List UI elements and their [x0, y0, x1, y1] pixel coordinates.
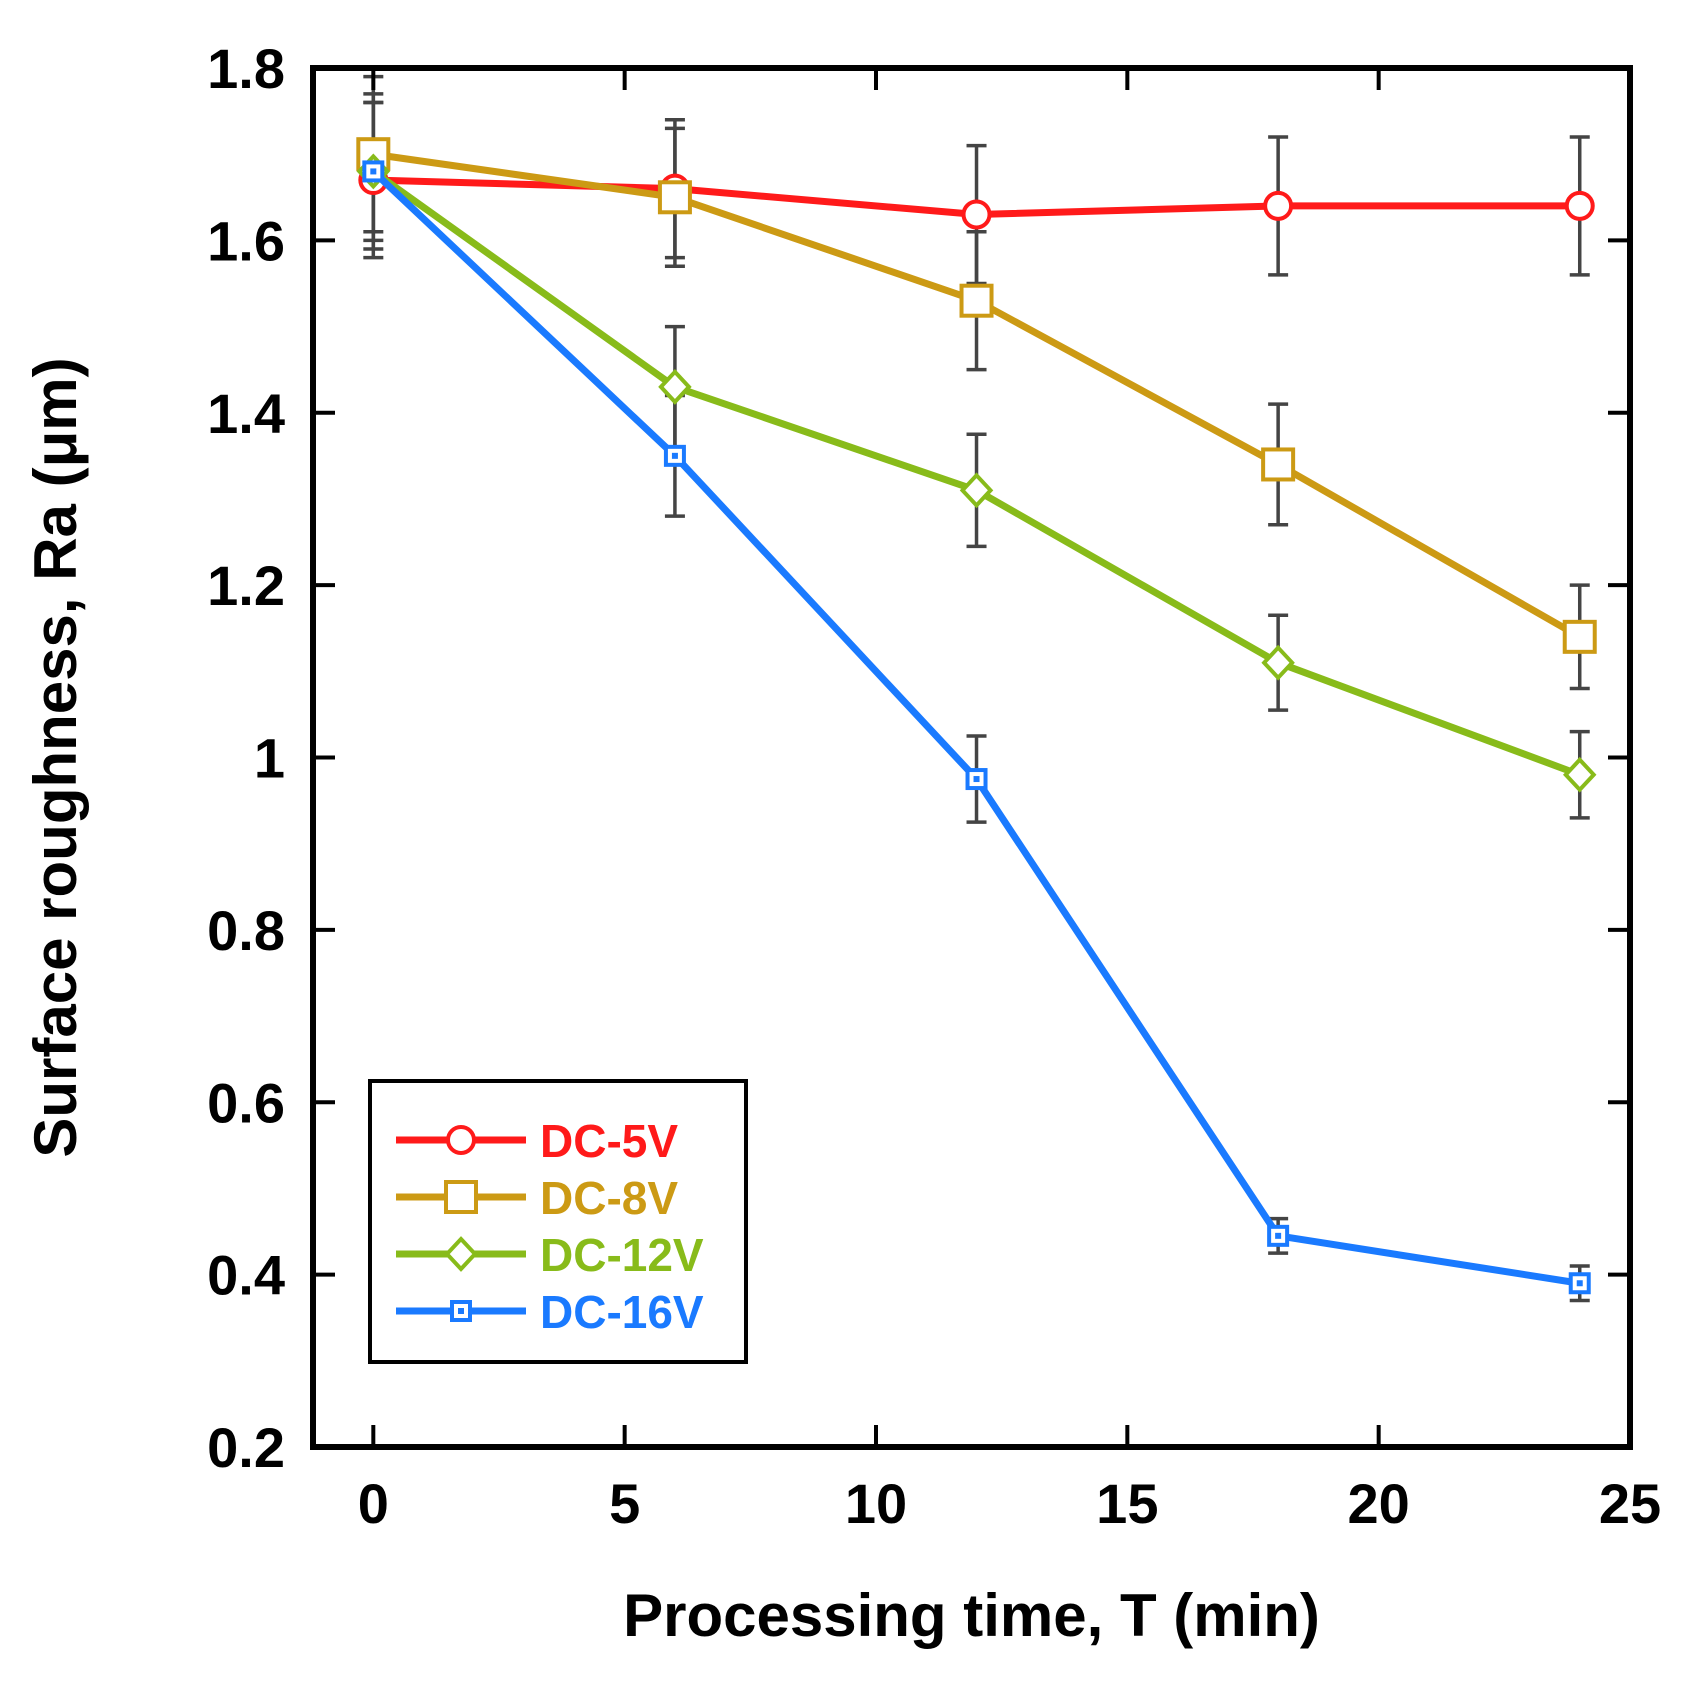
data-point-dc-8v [1261, 447, 1296, 482]
x-tick-label: 5 [609, 1472, 640, 1535]
legend-marker-core [458, 1308, 464, 1314]
legend-item-dc-16v: DC-16V [396, 1286, 704, 1338]
data-point-dc-8v [959, 283, 994, 318]
series-dc-8v [356, 137, 1597, 654]
legend-item-dc-5v: DC-5V [396, 1115, 678, 1167]
data-point-dc-5v [961, 199, 992, 230]
x-axis-title: Processing time, T (min) [623, 1582, 1320, 1649]
data-point-dc-16v-core [671, 452, 678, 459]
data-point-dc-5v [1564, 190, 1595, 221]
data-point-dc-16v-core [370, 168, 377, 175]
legend-item-dc-12v: DC-12V [396, 1229, 704, 1281]
y-tick-label: 1.2 [207, 554, 285, 617]
y-tick-label: 0.2 [207, 1416, 285, 1479]
axis-ticks: 0 5 10 15 20 25 0.2 0.4 0.6 0.8 1 1.2 1.4 1.6 1.8 [207, 37, 1661, 1535]
data-point-dc-12v [1261, 644, 1295, 681]
legend-box [368, 1079, 748, 1364]
legend-item-dc-8v: DC-8V [396, 1172, 678, 1224]
data-point-dc-8v [657, 180, 692, 215]
x-tick-label: 15 [1096, 1472, 1158, 1535]
y-tick-label: 1.8 [207, 37, 285, 100]
data-point-dc-12v [658, 368, 692, 405]
data-point-dc-16v-core [1275, 1232, 1282, 1239]
x-tick-label: 20 [1348, 1472, 1410, 1535]
series-dc-16v [362, 160, 1591, 1295]
y-tick-label: 1.6 [207, 209, 285, 272]
legend-label: DC-16V [540, 1286, 704, 1338]
legend-marker [446, 1125, 476, 1155]
plot-area [356, 74, 1597, 1303]
legend-label: DC-8V [540, 1172, 678, 1224]
legend-label: DC-12V [540, 1229, 704, 1281]
legend-label: DC-5V [540, 1115, 678, 1167]
x-tick-label: 25 [1599, 1472, 1661, 1535]
data-point-dc-5v [1263, 190, 1294, 221]
y-tick-label: 1 [254, 727, 285, 790]
legend-marker [444, 1180, 478, 1214]
y-tick-label: 1.4 [207, 382, 285, 445]
legend-marker [444, 1236, 478, 1272]
data-point-dc-16v-core [1576, 1280, 1583, 1287]
data-point-dc-8v [1562, 619, 1597, 654]
y-tick-label: 0.6 [207, 1071, 285, 1134]
y-axis-title: Surface roughness, Ra (μm) [22, 357, 89, 1157]
data-point-dc-12v [959, 472, 994, 509]
y-tick-label: 0.4 [207, 1244, 285, 1307]
x-tick-label: 0 [358, 1472, 389, 1535]
data-point-dc-16v-core [973, 776, 980, 783]
data-point-dc-12v [1562, 756, 1597, 793]
x-tick-label: 10 [845, 1472, 907, 1535]
y-tick-label: 0.8 [207, 899, 285, 962]
